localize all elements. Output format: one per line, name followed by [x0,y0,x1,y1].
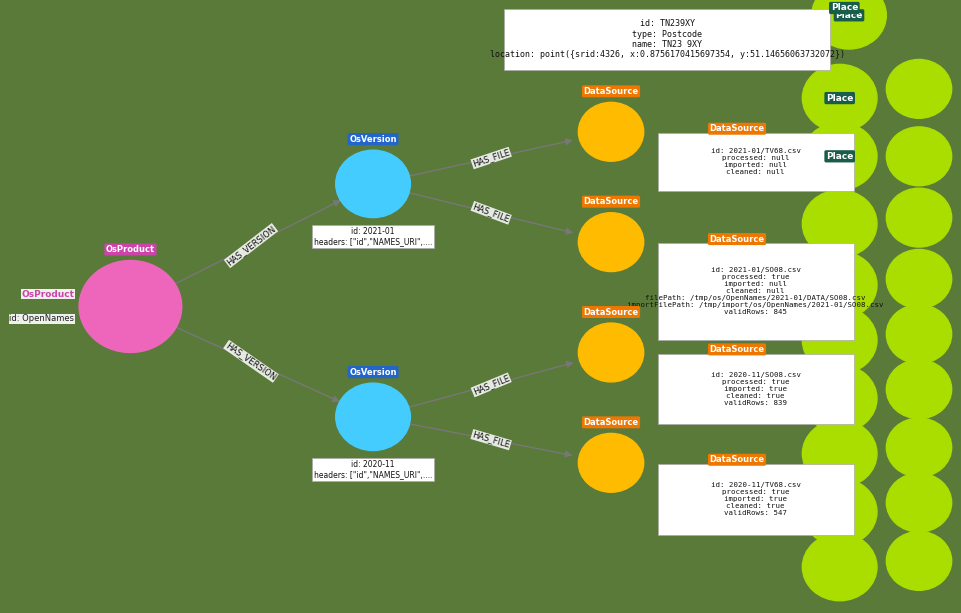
Text: id: 2021-01/SO08.csv
processed: true
imported: null
cleaned: null
filePath: /tmp: id: 2021-01/SO08.csv processed: true imp… [628,267,884,316]
Ellipse shape [886,188,951,247]
Ellipse shape [886,305,951,364]
Text: DataSource: DataSource [709,455,765,464]
Text: OsVersion: OsVersion [349,135,397,143]
Text: id: OpenNames: id: OpenNames [10,314,74,323]
Ellipse shape [886,59,951,118]
Ellipse shape [579,433,644,492]
Ellipse shape [802,306,877,374]
Ellipse shape [802,420,877,487]
FancyBboxPatch shape [657,354,853,424]
Text: HAS_VERSION: HAS_VERSION [225,224,277,267]
Text: OsProduct: OsProduct [106,245,155,254]
Ellipse shape [579,213,644,272]
Text: HAS_FILE: HAS_FILE [471,430,511,449]
Ellipse shape [579,102,644,161]
FancyBboxPatch shape [657,464,853,535]
Ellipse shape [802,251,877,319]
Text: id: 2021-01/TV68.csv
processed: null
imported: null
cleaned: null: id: 2021-01/TV68.csv processed: null imp… [711,148,801,175]
Text: DataSource: DataSource [709,345,765,354]
Ellipse shape [802,533,877,601]
Text: DataSource: DataSource [583,87,639,96]
Ellipse shape [335,150,410,218]
Text: DataSource: DataSource [709,235,765,243]
Text: OsVersion: OsVersion [349,368,397,376]
Ellipse shape [802,123,877,190]
Ellipse shape [802,478,877,546]
Text: id: 2021-01
headers: ["id","NAMES_URI",....: id: 2021-01 headers: ["id","NAMES_URI",.… [314,227,432,246]
Ellipse shape [579,323,644,382]
Ellipse shape [886,360,951,419]
Text: Place: Place [826,152,853,161]
FancyBboxPatch shape [504,9,830,70]
Ellipse shape [802,365,877,432]
Text: id: 2020-11
headers: ["id","NAMES_URI",....: id: 2020-11 headers: ["id","NAMES_URI",.… [314,460,432,479]
Ellipse shape [886,473,951,532]
Text: id: TN239XY
type: Postcode
name: TN23 9XY
location: point({srid:4326, x:0.875617: id: TN239XY type: Postcode name: TN23 9X… [489,19,845,59]
Text: DataSource: DataSource [583,418,639,427]
FancyBboxPatch shape [657,243,853,340]
Text: HAS_FILE: HAS_FILE [472,373,511,397]
Ellipse shape [812,0,886,49]
Ellipse shape [886,127,951,186]
Ellipse shape [335,383,410,451]
Text: Place: Place [830,4,858,12]
Text: Place: Place [826,94,853,102]
Text: HAS_FILE: HAS_FILE [471,148,511,169]
Text: OsVersion: OsVersion [349,368,397,376]
Ellipse shape [79,261,182,352]
Text: DataSource: DataSource [583,308,639,316]
Ellipse shape [886,418,951,477]
Text: id: 2020-11/TV68.csv
processed: true
imported: true
cleaned: true
validRows: 547: id: 2020-11/TV68.csv processed: true imp… [711,482,801,516]
Text: id: 2020-11/SO08.csv
processed: true
imported: true
cleaned: true
validRows: 839: id: 2020-11/SO08.csv processed: true imp… [711,372,801,406]
Text: DataSource: DataSource [583,197,639,206]
Text: Place: Place [835,11,863,20]
Ellipse shape [886,249,951,308]
Ellipse shape [802,190,877,257]
Text: DataSource: DataSource [709,124,765,133]
FancyBboxPatch shape [657,133,853,191]
Text: OsProduct: OsProduct [21,290,74,299]
Text: OsVersion: OsVersion [349,135,397,143]
Ellipse shape [802,64,877,132]
Text: HAS_FILE: HAS_FILE [472,202,511,224]
Text: HAS_VERSION: HAS_VERSION [224,341,278,382]
Ellipse shape [886,531,951,590]
